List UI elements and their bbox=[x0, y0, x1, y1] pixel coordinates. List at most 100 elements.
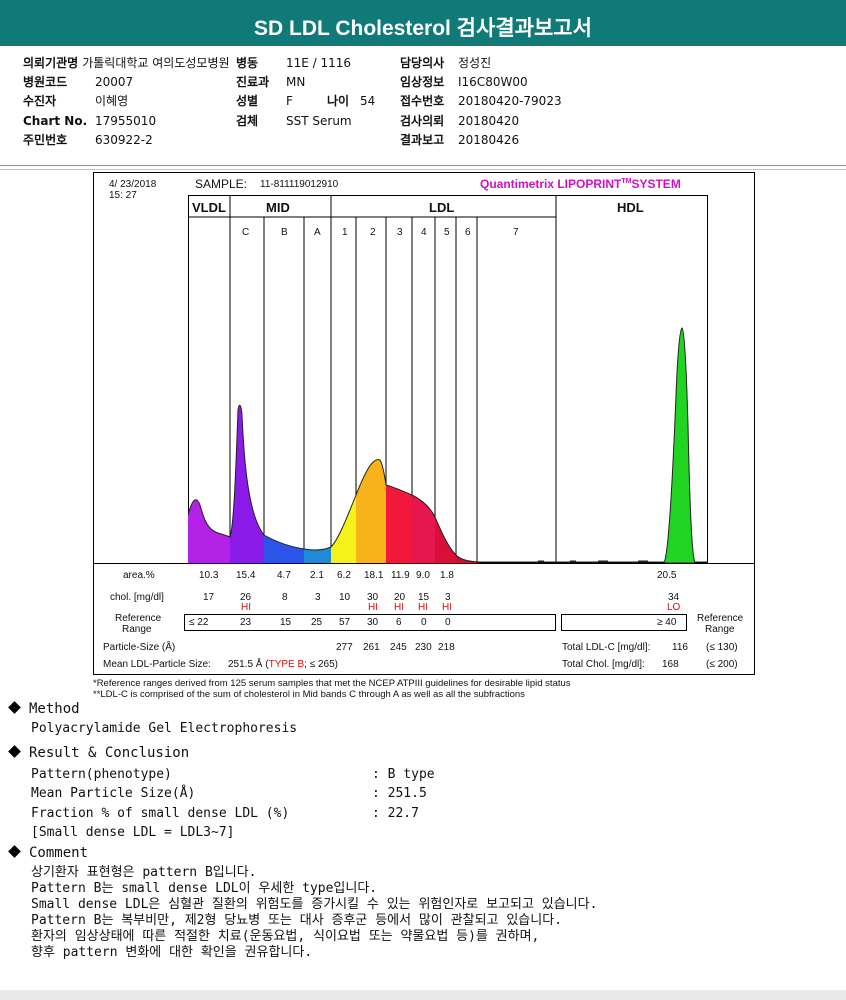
footnote-2: **LDL-C is comprised of the sum of chole… bbox=[93, 689, 525, 700]
info-patient-name: 수진자 이혜영 bbox=[23, 94, 129, 108]
method-text: Polyacrylamide Gel Electrophoresis bbox=[31, 721, 298, 736]
particle-3: 245 bbox=[390, 642, 407, 653]
ref-vldl: ≤ 22 bbox=[189, 617, 209, 628]
result-label-size: Mean Particle Size(Å) bbox=[31, 786, 196, 801]
total-ldl-ref: (≤ 130) bbox=[706, 642, 738, 653]
area-b: 4.7 bbox=[277, 570, 291, 581]
info-institution: 의뢰기관명 가톨릭대학교 여의도성모병원 bbox=[23, 56, 230, 70]
ref-4: 0 bbox=[421, 617, 427, 628]
band-b: B bbox=[281, 227, 288, 238]
total-chol-label: Total Chol. [mg/dl]: bbox=[562, 659, 645, 670]
area-a: 2.1 bbox=[310, 570, 324, 581]
total-chol-value: 168 bbox=[662, 659, 679, 670]
area-4: 9.0 bbox=[416, 570, 430, 581]
diamond-bullet-icon bbox=[8, 745, 21, 758]
report-title-bar: SD LDL Cholesterol 검사결과보고서 bbox=[0, 0, 846, 46]
info-age: 나이 54 bbox=[327, 94, 376, 108]
comment-heading: Comment bbox=[8, 845, 88, 861]
result-note: [Small dense LDL = LDL3~7] bbox=[31, 825, 235, 840]
result-heading: Result & Conclusion bbox=[8, 745, 189, 761]
info-receipt-no: 접수번호 20180420-79023 bbox=[400, 94, 562, 108]
ref-c: 23 bbox=[240, 617, 252, 628]
footnote-1: *Reference ranges derived from 125 serum… bbox=[93, 678, 571, 689]
total-ldl-value: 116 bbox=[672, 642, 688, 653]
zone-vldl: VLDL bbox=[192, 200, 226, 215]
electrophoresis-curve bbox=[188, 195, 708, 563]
chol-1: 10 bbox=[339, 592, 351, 603]
particle-4: 230 bbox=[415, 642, 432, 653]
info-specimen: 검체 SST Serum bbox=[236, 114, 352, 128]
chol-3: 20 bbox=[394, 592, 406, 603]
comment-line-2: Pattern B는 small dense LDL이 우세한 type입니다. bbox=[31, 881, 378, 896]
chol-5: 3 bbox=[445, 592, 451, 603]
chol-2: 30 bbox=[367, 592, 379, 603]
ref-b: 15 bbox=[280, 617, 292, 628]
ref-box-left bbox=[184, 614, 556, 631]
area-1: 6.2 bbox=[337, 570, 351, 581]
area-c: 15.4 bbox=[236, 570, 256, 581]
particle-2: 261 bbox=[363, 642, 380, 653]
ref-label-right-2: Range bbox=[705, 624, 735, 635]
chol-4: 15 bbox=[418, 592, 430, 603]
chol-b: 8 bbox=[282, 592, 288, 603]
zone-mid: MID bbox=[266, 200, 290, 215]
info-clinical: 임상정보 I16C80W00 bbox=[400, 75, 528, 89]
area-vldl: 10.3 bbox=[199, 570, 219, 581]
particle-1: 277 bbox=[336, 642, 353, 653]
info-request-date: 검사의뢰 20180420 bbox=[400, 114, 520, 128]
divider-top-2 bbox=[0, 169, 846, 170]
mean-value: 251.5 Å (TYPE B; ≤ 265) bbox=[228, 659, 339, 670]
ref-a: 25 bbox=[311, 617, 323, 628]
diamond-bullet-icon bbox=[8, 701, 21, 714]
flag-2: HI bbox=[368, 602, 378, 613]
sample-label: SAMPLE: bbox=[195, 177, 248, 191]
ref-label-right-1: Reference bbox=[697, 613, 744, 624]
info-doctor: 담당의사 정성진 bbox=[400, 56, 492, 70]
ref-1: 57 bbox=[339, 617, 351, 628]
particle-5: 218 bbox=[438, 642, 455, 653]
info-sex: 성별 F bbox=[236, 94, 293, 108]
area-2: 18.1 bbox=[364, 570, 384, 581]
result-label-fraction: Fraction % of small dense LDL (%) bbox=[31, 806, 290, 821]
particle-label: Particle-Size (Å) bbox=[103, 642, 176, 653]
band-6: 6 bbox=[465, 227, 471, 238]
band-1: 1 bbox=[342, 227, 348, 238]
comment-line-3: Small dense LDL은 심혈관 질환의 위험도를 증가시킬 수 있는 … bbox=[31, 897, 598, 912]
comment-line-1: 상기환자 표현형은 pattern B입니다. bbox=[31, 865, 257, 880]
ref-5: 0 bbox=[445, 617, 451, 628]
report-date: 4/ 23/2018 bbox=[109, 179, 157, 190]
diamond-bullet-icon bbox=[8, 845, 21, 858]
info-ward: 병동 11E / 1116 bbox=[236, 56, 352, 70]
chol-vldl: 17 bbox=[203, 592, 215, 603]
bottom-bar bbox=[0, 990, 846, 1000]
band-5: 5 bbox=[444, 227, 450, 238]
chol-hdl: 34 bbox=[668, 592, 680, 603]
zone-ldl: LDL bbox=[429, 200, 455, 215]
area-3: 11.9 bbox=[391, 570, 410, 581]
band-4: 4 bbox=[421, 227, 427, 238]
table-divider bbox=[93, 563, 755, 564]
info-resident-no: 주민번호 630922-2 bbox=[23, 133, 153, 147]
ref-box-right bbox=[561, 614, 687, 631]
flag-5: HI bbox=[442, 602, 452, 613]
lipoprint-report bbox=[93, 172, 755, 675]
flag-hdl: LO bbox=[667, 602, 681, 613]
system-brand: Quantimetrix LIPOPRINTTMSYSTEM bbox=[480, 177, 681, 191]
comment-line-6: 향후 pattern 변화에 대한 확인을 권유합니다. bbox=[31, 945, 313, 960]
result-value-fraction: : 22.7 bbox=[372, 806, 419, 821]
zone-hdl: HDL bbox=[617, 200, 644, 215]
ref-label-left-2: Range bbox=[122, 624, 152, 635]
area-label: area.% bbox=[123, 570, 155, 581]
flag-c: HI bbox=[241, 602, 251, 613]
band-a: A bbox=[314, 227, 321, 238]
ref-3: 6 bbox=[396, 617, 402, 628]
band-c: C bbox=[242, 227, 250, 238]
result-value-pattern: : B type bbox=[372, 767, 435, 782]
ref-label-left-1: Reference bbox=[115, 613, 162, 624]
flag-3: HI bbox=[394, 602, 404, 613]
total-ldl-label: Total LDL-C [mg/dl]: bbox=[562, 642, 651, 653]
flag-4: HI bbox=[418, 602, 428, 613]
info-department: 진료과 MN bbox=[236, 75, 306, 89]
area-5: 1.8 bbox=[440, 570, 454, 581]
area-hdl: 20.5 bbox=[657, 570, 677, 581]
